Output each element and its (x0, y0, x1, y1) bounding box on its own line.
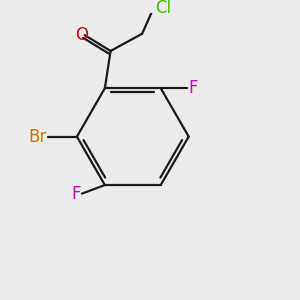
Text: F: F (71, 184, 80, 202)
Text: F: F (188, 79, 197, 97)
Text: Br: Br (28, 128, 47, 146)
Text: O: O (75, 26, 88, 44)
Text: Cl: Cl (155, 0, 171, 17)
